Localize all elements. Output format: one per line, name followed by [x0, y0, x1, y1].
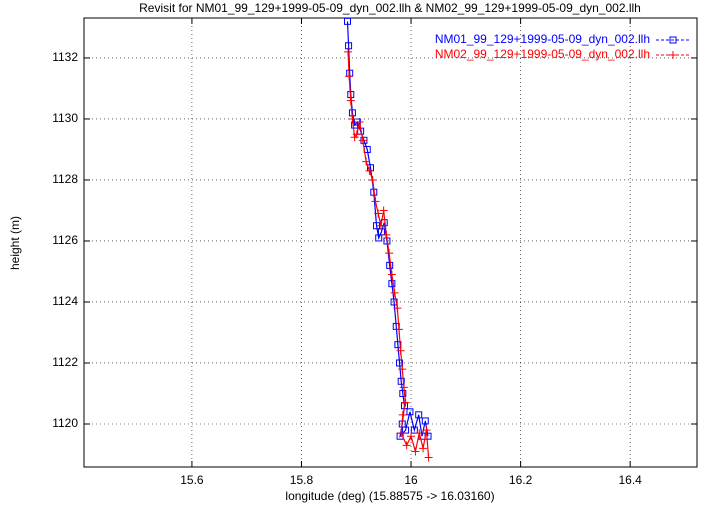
data-point: [379, 206, 388, 215]
data-point: [387, 270, 396, 279]
data-point: [388, 280, 396, 288]
x-tick-label: 16.4: [618, 473, 642, 487]
data-point: [348, 114, 357, 123]
data-point: [419, 444, 428, 453]
data-point: [407, 432, 416, 441]
data-point: [399, 383, 408, 392]
data-point: [398, 410, 407, 419]
plot-frame: [83, 17, 698, 468]
data-point: [424, 453, 433, 462]
data-point: [402, 426, 410, 434]
y-tick-label: 1122: [52, 355, 78, 369]
data-point: [393, 304, 402, 313]
y-tick-label: 1120: [52, 416, 78, 430]
data-point: [415, 411, 423, 419]
data-point: [376, 221, 385, 230]
data-point: [397, 429, 406, 438]
data-point: [382, 230, 391, 239]
y-tick-label: 1124: [52, 294, 78, 308]
data-point: [394, 325, 403, 334]
x-tick-label: 15.8: [290, 473, 314, 487]
y-axis-label: height (m): [8, 216, 22, 270]
data-point: [355, 118, 364, 127]
data-point: [396, 359, 404, 367]
data-point: [410, 426, 418, 434]
data-point: [401, 398, 410, 407]
legend-marker: [669, 36, 677, 44]
legend-marker: [669, 51, 677, 59]
series-line: [347, 51, 430, 458]
data-point: [352, 130, 361, 139]
data-point: [343, 17, 351, 25]
chart-title: Revisit for NM01_99_129+1999-05-09_dyn_0…: [139, 1, 641, 15]
data-point: [377, 228, 385, 236]
x-axis-label: longitude (deg) (15.88575 -> 16.03160): [285, 489, 494, 503]
data-point: [374, 209, 383, 218]
data-point: [394, 341, 402, 349]
data-point: [385, 249, 394, 258]
data-point: [368, 175, 377, 184]
data-point: [422, 426, 431, 435]
data-point: [397, 377, 405, 385]
data-point: [399, 389, 407, 397]
data-point: [386, 261, 394, 269]
y-tick-label: 1132: [52, 50, 78, 64]
data-point: [345, 42, 353, 50]
data-point: [415, 429, 424, 438]
data-point: [396, 346, 405, 355]
x-tick-label: 16: [404, 473, 418, 487]
data-point: [371, 197, 380, 206]
legend-label: NM01_99_129+1999-05-09_dyn_002.llh: [435, 32, 650, 46]
y-tick-label: 1128: [52, 172, 78, 186]
data-point: [390, 298, 398, 306]
data-point: [365, 166, 374, 175]
data-point: [406, 408, 414, 416]
x-tick-label: 16.2: [509, 473, 533, 487]
data-point: [398, 365, 407, 374]
data-point: [344, 47, 353, 56]
legend-label: NM02_99_129+1999-05-09_dyn_002.llh: [435, 47, 650, 61]
data-point: [402, 441, 411, 450]
data-point: [346, 96, 355, 105]
data-point: [362, 157, 371, 166]
data-point: [345, 72, 354, 81]
series-line: [346, 21, 429, 439]
x-tick-label: 15.6: [180, 473, 204, 487]
data-point: [411, 447, 420, 456]
y-tick-label: 1130: [52, 111, 78, 125]
data-point: [421, 417, 429, 425]
y-tick-label: 1126: [52, 233, 78, 247]
data-point: [358, 136, 367, 145]
data-point: [390, 288, 399, 297]
